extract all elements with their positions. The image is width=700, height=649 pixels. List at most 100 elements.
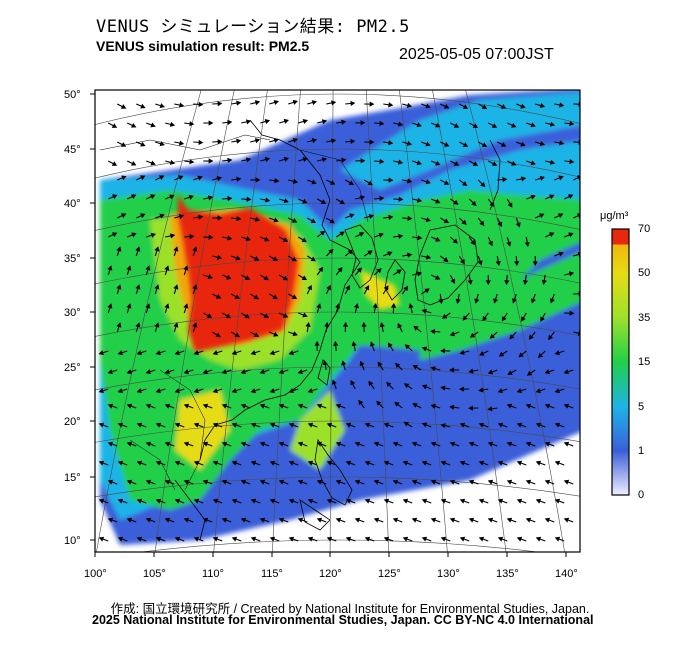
- wind-arrow-head: [310, 218, 317, 224]
- wind-arrow-head: [443, 257, 449, 262]
- wind-arrow-head: [449, 517, 456, 523]
- wind-arrow-head: [174, 422, 181, 428]
- wind-arrow-head: [372, 303, 378, 309]
- wind-arrow-head: [559, 102, 565, 108]
- wind-arrow-head: [188, 194, 194, 200]
- colorbar: [612, 229, 629, 496]
- wind-arrow-head: [273, 217, 279, 223]
- wind-arrow-head: [522, 279, 529, 286]
- wind-arrow-head: [231, 460, 238, 466]
- wind-arrow-head: [569, 310, 575, 316]
- wind-arrow-head: [121, 175, 127, 181]
- wind-arrow-head: [288, 536, 295, 542]
- wind-arrow-head: [273, 331, 279, 337]
- wind-arrow-head: [421, 308, 427, 314]
- wind-arrow-head: [449, 331, 456, 337]
- wind-arrow-head: [525, 441, 532, 447]
- wind-arrow-head: [360, 158, 366, 164]
- wind-arrow-head: [208, 234, 214, 240]
- wind-arrow-head: [478, 387, 484, 393]
- wind-arrow-head: [283, 118, 289, 124]
- wind-arrow-head: [443, 103, 450, 109]
- wind-arrow-head: [482, 315, 488, 322]
- wind-arrow-head: [535, 536, 542, 542]
- wind-arrow-head: [530, 160, 536, 166]
- wind-arrow-head: [421, 460, 428, 466]
- wind-arrow-head: [520, 103, 526, 109]
- wind-arrow-head: [112, 232, 118, 238]
- wind-arrow-head: [155, 536, 162, 542]
- wind-arrow-head: [111, 123, 118, 128]
- wind-arrow-head: [480, 181, 486, 188]
- wind-arrow-head: [558, 251, 564, 257]
- wind-arrow-head: [164, 479, 171, 485]
- wind-arrow-head: [215, 332, 221, 338]
- wind-arrow-head: [544, 369, 550, 375]
- wind-arrow: [573, 253, 580, 257]
- wind-arrow-head: [117, 460, 124, 466]
- wind-arrow-head: [112, 194, 118, 200]
- wind-arrow-head: [154, 246, 160, 252]
- parallel-line: [95, 148, 580, 179]
- wind-arrow-head: [150, 194, 156, 200]
- wind-arrow-head: [193, 388, 199, 394]
- wind-arrow-head: [373, 479, 380, 485]
- wind-arrow-head: [408, 303, 414, 309]
- wind-arrow-head: [130, 194, 137, 200]
- wind-arrow-head: [269, 498, 276, 504]
- wind-arrow-head: [528, 334, 534, 340]
- wind-arrow-head: [98, 460, 105, 466]
- wind-arrow-head: [554, 536, 561, 542]
- wind-arrow-head: [521, 316, 526, 322]
- wind-arrow-head: [370, 341, 375, 347]
- wind-arrow-head: [316, 479, 323, 485]
- wind-arrow-head: [407, 252, 413, 258]
- wind-arrow-head: [364, 422, 371, 428]
- wind-arrow-head: [339, 231, 345, 237]
- wind-arrow-head: [264, 119, 271, 125]
- wind-arrow-head: [489, 333, 495, 339]
- wind-arrow-head: [407, 178, 413, 184]
- wind-arrow-head: [549, 232, 555, 238]
- parallel-line: [95, 366, 580, 391]
- wind-arrow-head: [394, 401, 400, 407]
- wind-arrow-head: [404, 344, 411, 350]
- wind-arrow-head: [417, 235, 423, 241]
- wind-arrow-head: [443, 180, 450, 185]
- wind-arrow-head: [316, 441, 323, 447]
- wind-arrow-head: [497, 536, 504, 542]
- wind-arrow-head: [150, 160, 156, 166]
- wind-arrow-head: [548, 334, 554, 341]
- wind-arrow-head: [259, 403, 266, 409]
- wind-arrow-head: [174, 388, 180, 394]
- wind-arrow-head: [329, 218, 335, 224]
- wind-arrow-head: [416, 271, 423, 277]
- wind-arrow-head: [474, 298, 480, 304]
- wind-arrow-head: [369, 101, 375, 107]
- wind-arrow-head: [107, 441, 114, 447]
- wind-arrow-head: [255, 177, 261, 183]
- wind-arrow-head: [150, 122, 156, 128]
- wind-arrow-head: [500, 142, 507, 147]
- wind-arrow-head: [397, 159, 404, 165]
- wind-arrow-head: [136, 422, 143, 428]
- wind-arrow-head: [98, 536, 105, 542]
- wind-arrow-head: [250, 498, 257, 504]
- wind-arrow-head: [164, 403, 171, 409]
- wind-arrow-head: [307, 498, 314, 504]
- wind-arrow-head: [530, 194, 536, 200]
- wind-arrow-head: [145, 441, 152, 447]
- wind-arrow-head: [367, 180, 373, 186]
- wind-arrow-head: [402, 498, 409, 504]
- wind-arrow-head: [525, 517, 532, 523]
- colorbar-band: [612, 229, 629, 245]
- wind-arrow-head: [350, 379, 356, 386]
- wind-arrow-head: [377, 361, 383, 367]
- wind-arrow-head: [250, 388, 256, 394]
- wind-arrow-head: [506, 479, 513, 485]
- wind-arrow-head: [158, 175, 165, 181]
- wind-arrow-head: [351, 341, 357, 347]
- wind-arrow-head: [269, 536, 276, 542]
- wind-arrow-head: [253, 256, 260, 261]
- wind-arrow-head: [227, 235, 233, 241]
